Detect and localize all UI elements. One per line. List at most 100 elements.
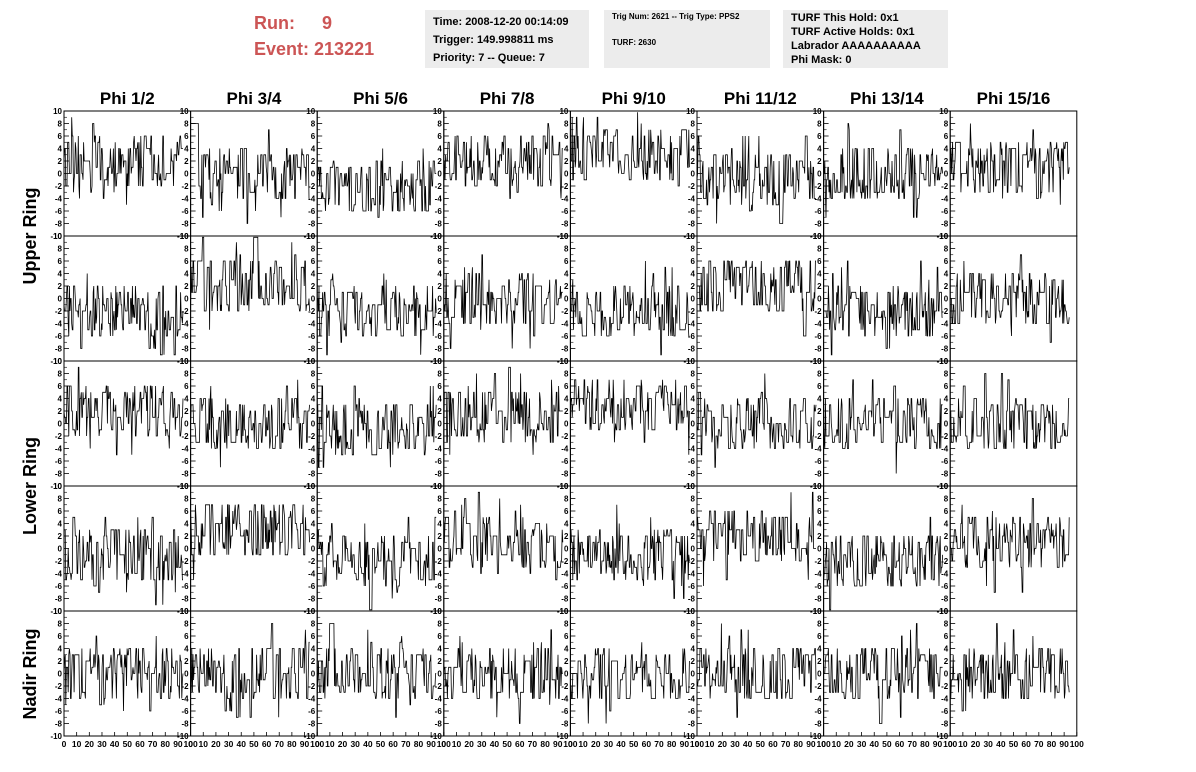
x-tick-label: 40 — [237, 739, 247, 749]
y-tick-label: -4 — [561, 320, 569, 329]
x-tick-label: 80 — [1047, 739, 1057, 749]
y-tick-label: -10 — [683, 482, 695, 491]
x-tick-label: 70 — [654, 739, 664, 749]
x-tick-label: 10 — [452, 739, 462, 749]
waveform-trace-r2-c3 — [443, 366, 563, 455]
waveform-trace-r1-c3 — [443, 254, 563, 349]
y-tick-label: -6 — [181, 457, 189, 466]
y-tick-label: -8 — [814, 220, 822, 229]
x-tick-label: 0 — [62, 739, 67, 749]
x-tick-label: 90 — [426, 739, 436, 749]
y-tick-label: 8 — [944, 245, 949, 254]
x-tick-label: 50 — [502, 739, 512, 749]
y-tick-label: -2 — [308, 307, 316, 316]
y-tick-label: -6 — [561, 207, 569, 216]
y-tick-label: 10 — [306, 232, 315, 241]
waveform-trace-r0-c2 — [316, 148, 437, 218]
y-tick-label: -8 — [814, 595, 822, 604]
y-tick-label: 10 — [306, 107, 315, 116]
y-tick-label: -6 — [435, 457, 443, 466]
y-tick-label: -4 — [181, 445, 189, 454]
y-tick-label: 6 — [311, 132, 316, 141]
y-tick-label: 6 — [437, 257, 442, 266]
x-tick-label: 0 — [315, 739, 320, 749]
y-tick-label: 0 — [311, 545, 316, 554]
y-tick-label: 2 — [437, 532, 442, 541]
y-tick-label: 8 — [817, 495, 822, 504]
x-tick-label: 0 — [441, 739, 446, 749]
y-tick-label: -10 — [304, 482, 316, 491]
y-tick-label: -6 — [181, 707, 189, 716]
y-tick-label: 6 — [58, 257, 63, 266]
x-tick-label: 10 — [199, 739, 209, 749]
y-tick-label: 10 — [433, 232, 442, 241]
y-tick-label: -4 — [181, 695, 189, 704]
y-tick-label: -4 — [561, 195, 569, 204]
y-tick-label: 0 — [58, 295, 63, 304]
y-tick-label: 8 — [944, 120, 949, 129]
y-tick-label: -4 — [308, 320, 316, 329]
x-tick-label: 20 — [718, 739, 728, 749]
panel-frame-r2-c0 — [63, 360, 192, 487]
y-tick-label: 6 — [311, 382, 316, 391]
x-tick-label: 100 — [817, 739, 831, 749]
y-tick-label: 4 — [564, 645, 569, 654]
y-tick-label: 2 — [691, 157, 696, 166]
y-tick-label: 2 — [184, 282, 189, 291]
y-tick-label: 2 — [691, 532, 696, 541]
phi-mask-text: Phi Mask: 0 — [791, 54, 852, 66]
y-tick-label: 6 — [691, 257, 696, 266]
y-tick-label: -4 — [561, 445, 569, 454]
y-tick-label: 6 — [58, 507, 63, 516]
y-tick-label: -6 — [561, 457, 569, 466]
y-tick-label: -4 — [308, 445, 316, 454]
y-tick-label: 4 — [437, 520, 442, 529]
y-tick-label: 10 — [53, 107, 62, 116]
y-tick-label: 4 — [58, 395, 63, 404]
y-tick-label: -4 — [435, 695, 443, 704]
x-tick-label: 40 — [996, 739, 1006, 749]
y-tick-label: -6 — [941, 207, 949, 216]
y-tick-label: 6 — [564, 382, 569, 391]
y-tick-label: -4 — [688, 445, 696, 454]
y-tick-label: -2 — [55, 182, 63, 191]
y-tick-label: -2 — [181, 307, 189, 316]
y-tick-label: -8 — [55, 470, 63, 479]
x-tick-label: 20 — [591, 739, 601, 749]
y-tick-label: -2 — [814, 557, 822, 566]
x-tick-label: 100 — [310, 739, 324, 749]
x-tick-label: 100 — [184, 739, 198, 749]
y-tick-label: 8 — [311, 370, 316, 379]
y-tick-label: -6 — [181, 207, 189, 216]
y-tick-label: 2 — [58, 657, 63, 666]
y-tick-label: 0 — [944, 545, 949, 554]
y-tick-label: 4 — [437, 645, 442, 654]
y-tick-label: -6 — [435, 582, 443, 591]
y-tick-label: -6 — [688, 582, 696, 591]
waveform-trace-r0-c3 — [443, 123, 563, 199]
x-tick-label: 100 — [1070, 739, 1084, 749]
y-tick-label: 6 — [944, 632, 949, 641]
y-tick-label: 8 — [311, 620, 316, 629]
y-tick-label: -8 — [941, 345, 949, 354]
x-tick-label: 30 — [224, 739, 234, 749]
y-tick-label: 2 — [437, 407, 442, 416]
y-tick-label: 6 — [564, 132, 569, 141]
y-tick-label: 4 — [564, 270, 569, 279]
y-tick-label: 10 — [686, 107, 695, 116]
y-tick-label: 0 — [184, 545, 189, 554]
y-tick-label: -8 — [561, 595, 569, 604]
y-tick-label: -6 — [55, 707, 63, 716]
y-tick-label: 8 — [817, 370, 822, 379]
waveform-trace-r3-c2 — [316, 516, 437, 611]
waveform-trace-r2-c7 — [950, 373, 1070, 449]
x-tick-label: 80 — [540, 739, 550, 749]
x-tick-label: 90 — [553, 739, 563, 749]
ring-label: Upper Ring — [20, 188, 40, 285]
y-tick-label: -8 — [55, 220, 63, 229]
y-tick-label: -2 — [561, 432, 569, 441]
x-tick-label: 20 — [85, 739, 95, 749]
x-tick-label: 30 — [857, 739, 867, 749]
y-tick-label: -2 — [941, 307, 949, 316]
panel-frame-r3-c7 — [949, 485, 1078, 612]
